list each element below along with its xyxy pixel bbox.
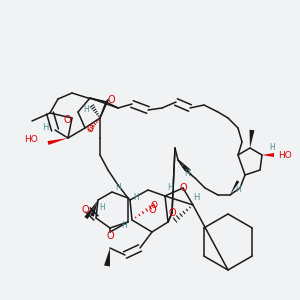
Text: O: O bbox=[106, 231, 114, 241]
Text: H: H bbox=[193, 193, 199, 202]
Text: H: H bbox=[115, 184, 121, 193]
Polygon shape bbox=[104, 248, 110, 266]
Text: H: H bbox=[235, 185, 241, 194]
Polygon shape bbox=[84, 200, 98, 219]
Text: HO: HO bbox=[24, 136, 38, 145]
Text: O: O bbox=[107, 95, 115, 105]
Text: H: H bbox=[184, 169, 190, 178]
Text: O: O bbox=[151, 200, 158, 209]
Polygon shape bbox=[250, 130, 254, 148]
Text: H: H bbox=[42, 124, 48, 133]
Polygon shape bbox=[47, 138, 68, 145]
Text: O: O bbox=[179, 183, 187, 193]
Polygon shape bbox=[230, 180, 239, 195]
Text: H: H bbox=[269, 142, 275, 152]
Text: H: H bbox=[133, 194, 139, 202]
Text: H: H bbox=[83, 106, 89, 115]
Text: H: H bbox=[99, 202, 105, 211]
Text: O: O bbox=[168, 208, 176, 218]
Polygon shape bbox=[182, 165, 195, 178]
Text: O: O bbox=[81, 205, 89, 215]
Text: H: H bbox=[167, 184, 173, 193]
Text: O: O bbox=[86, 125, 94, 134]
Polygon shape bbox=[90, 200, 98, 217]
Text: HO: HO bbox=[278, 151, 292, 160]
Text: H: H bbox=[121, 220, 127, 230]
Polygon shape bbox=[262, 153, 274, 157]
Text: O: O bbox=[63, 115, 71, 125]
Text: O: O bbox=[148, 205, 156, 215]
